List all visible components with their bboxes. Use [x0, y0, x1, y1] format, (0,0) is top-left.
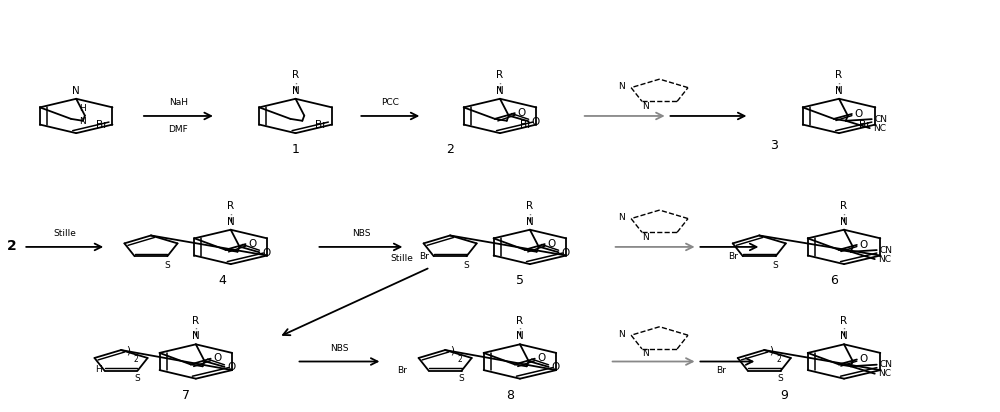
Text: R: R	[496, 70, 504, 80]
Text: ): )	[126, 346, 130, 356]
Text: O: O	[214, 353, 222, 363]
Text: O: O	[227, 362, 236, 372]
Text: H: H	[80, 104, 86, 113]
Text: R: R	[192, 316, 199, 326]
Text: N: N	[835, 86, 843, 96]
Text: NC: NC	[878, 369, 891, 378]
Text: Br: Br	[419, 252, 429, 261]
Text: N: N	[192, 331, 200, 342]
Text: O: O	[532, 117, 540, 127]
Text: CN: CN	[880, 360, 893, 369]
Text: NC: NC	[873, 124, 886, 133]
Text: Br: Br	[315, 119, 327, 129]
Text: R: R	[840, 201, 848, 211]
Text: R: R	[516, 316, 524, 326]
Text: H: H	[95, 365, 102, 374]
Text: 2: 2	[134, 355, 138, 364]
Text: 2: 2	[777, 355, 782, 364]
Text: NaH: NaH	[169, 98, 188, 107]
Text: N: N	[516, 331, 524, 342]
Text: N: N	[227, 217, 235, 227]
Text: 2: 2	[446, 143, 454, 156]
Text: Br: Br	[716, 366, 726, 375]
Text: R: R	[526, 201, 533, 211]
Text: O: O	[262, 248, 271, 258]
Text: Br: Br	[859, 119, 870, 129]
Text: S: S	[778, 375, 784, 384]
Text: Stille: Stille	[390, 254, 413, 263]
Text: S: S	[464, 261, 469, 270]
Text: 3: 3	[770, 139, 778, 152]
Text: PCC: PCC	[381, 98, 399, 107]
Text: N: N	[618, 213, 625, 222]
Text: N: N	[526, 217, 534, 227]
Text: NBS: NBS	[330, 344, 349, 353]
Text: ): )	[450, 346, 454, 356]
Text: 6: 6	[830, 274, 838, 287]
Text: R: R	[227, 201, 234, 211]
Text: 2: 2	[458, 355, 462, 364]
Text: Br: Br	[520, 119, 531, 129]
Text: N: N	[643, 233, 649, 242]
Text: N: N	[643, 349, 649, 358]
Text: Stille: Stille	[53, 229, 76, 238]
Text: S: S	[165, 261, 170, 270]
Text: O: O	[860, 354, 868, 364]
Text: N: N	[840, 217, 848, 227]
Text: O: O	[538, 353, 546, 363]
Text: O: O	[552, 362, 560, 372]
Text: CN: CN	[880, 246, 893, 255]
Text: NBS: NBS	[352, 229, 370, 238]
Text: N: N	[840, 331, 848, 342]
Text: 8: 8	[506, 389, 514, 402]
Text: NC: NC	[878, 255, 891, 264]
Text: N: N	[618, 330, 625, 339]
Text: Br: Br	[728, 252, 738, 261]
Text: Br: Br	[397, 366, 407, 375]
Text: R: R	[835, 70, 843, 80]
Text: 9: 9	[780, 389, 788, 402]
Text: 5: 5	[516, 274, 524, 287]
Text: ): )	[769, 346, 773, 356]
Text: S: S	[459, 375, 464, 384]
Text: O: O	[562, 248, 570, 258]
Text: S: S	[135, 375, 140, 384]
Text: N: N	[496, 86, 504, 96]
Text: 2: 2	[6, 239, 16, 253]
Text: O: O	[860, 239, 868, 250]
Text: S: S	[773, 261, 779, 270]
Text: 4: 4	[219, 274, 227, 287]
Text: DMF: DMF	[169, 125, 188, 134]
Text: N: N	[72, 86, 80, 96]
Text: N: N	[618, 82, 625, 91]
Text: O: O	[249, 239, 257, 249]
Text: Br: Br	[96, 119, 107, 129]
Text: R: R	[840, 316, 848, 326]
Text: O: O	[548, 239, 556, 249]
Text: 1: 1	[292, 143, 300, 156]
Text: 7: 7	[182, 389, 190, 402]
Text: CN: CN	[875, 115, 888, 124]
Text: O: O	[518, 108, 526, 118]
Text: N: N	[292, 86, 299, 96]
Text: N: N	[643, 102, 649, 111]
Text: N: N	[80, 117, 86, 126]
Text: R: R	[292, 70, 299, 80]
Text: O: O	[855, 108, 863, 119]
